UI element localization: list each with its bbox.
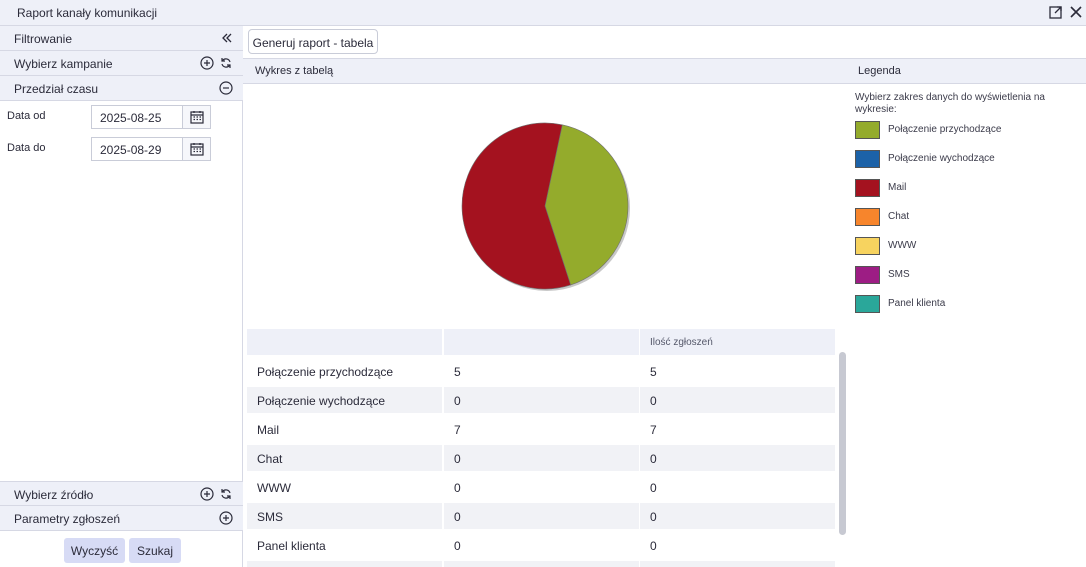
table-cell: WWW	[257, 481, 291, 495]
table-cell: 0	[640, 445, 835, 471]
legend-item[interactable]: Chat	[855, 208, 1075, 227]
date-from-label: Data od	[7, 110, 46, 122]
params-label: Parametry zgłoszeń	[14, 512, 121, 526]
table-cell: 0	[454, 481, 461, 495]
add-campaign-icon[interactable]	[200, 56, 214, 70]
legend-label: WWW	[888, 240, 917, 251]
legend-swatch[interactable]	[855, 295, 880, 313]
chart-section-title: Wykres z tabelą	[255, 65, 334, 77]
filter-title: Filtrowanie	[14, 32, 73, 46]
legend-swatch[interactable]	[855, 150, 880, 168]
search-button[interactable]: Szukaj	[129, 538, 181, 563]
table-cell: Mail	[257, 423, 280, 437]
date-to-label: Data do	[7, 142, 46, 154]
filter-sidebar: Filtrowanie Wybierz kampanie Przedział c…	[0, 26, 243, 567]
add-source-icon[interactable]	[200, 487, 214, 501]
main-panel: Generuj raport - tabela Wykres z tabelą …	[243, 26, 1086, 567]
campaign-section[interactable]: Wybierz kampanie	[0, 51, 243, 76]
table-cell: Połączenie przychodzące	[257, 365, 394, 379]
legend-label: Mail	[888, 182, 907, 193]
collapse-icon[interactable]	[220, 31, 234, 45]
table-cell: 0	[444, 445, 639, 471]
legend-label: SMS	[888, 269, 910, 280]
table-cell: Chat	[247, 445, 442, 471]
legend-swatch[interactable]	[855, 266, 880, 284]
table-cell: 5	[650, 365, 657, 379]
table-header-cell: Ilość zgłoszeń	[640, 329, 835, 355]
collapse-time-icon[interactable]	[219, 81, 233, 95]
table-cell: 0	[640, 387, 835, 413]
table-header-cell	[247, 329, 442, 355]
refresh-campaign-icon[interactable]	[219, 56, 233, 70]
legend-section-title: Legenda	[858, 65, 901, 77]
clear-button[interactable]: Wyczyść	[64, 538, 125, 563]
window-titlebar: Raport kanały komunikacji	[0, 0, 1086, 26]
date-to-calendar-button[interactable]	[182, 137, 211, 161]
params-section[interactable]: Parametry zgłoszeń	[0, 506, 243, 531]
pie-slice-0[interactable]	[544, 124, 629, 286]
table-cell	[444, 561, 639, 567]
table-cell: 0	[454, 539, 461, 553]
table-cell	[247, 561, 442, 567]
table-cell: Panel klienta	[257, 539, 326, 553]
section-bar: Wykres z tabelą Legenda	[243, 58, 1086, 84]
legend-swatch[interactable]	[855, 179, 880, 197]
legend-swatch[interactable]	[855, 121, 880, 139]
calendar-icon	[190, 110, 204, 127]
date-to-input[interactable]: 2025-08-29	[91, 137, 183, 161]
table-cell: Połączenie wychodzące	[247, 387, 442, 413]
refresh-source-icon[interactable]	[219, 487, 233, 501]
legend-item[interactable]: Połączenie przychodzące	[855, 121, 1075, 140]
source-section[interactable]: Wybierz źródło	[0, 481, 243, 506]
table-cell: 0	[444, 387, 639, 413]
table-cell	[640, 561, 835, 567]
window-title: Raport kanały komunikacji	[17, 6, 158, 20]
legend-item[interactable]: Panel klienta	[855, 295, 1075, 314]
generate-report-button[interactable]: Generuj raport - tabela	[248, 29, 378, 54]
table-cell: 7	[650, 423, 657, 437]
filter-header: Filtrowanie	[0, 26, 243, 51]
time-range-label: Przedział czasu	[14, 82, 99, 96]
legend-intro: Wybierz zakres danych do wyświetlenia na…	[855, 92, 1045, 115]
table-cell: SMS	[247, 503, 442, 529]
legend-item[interactable]: Mail	[855, 179, 1075, 198]
close-icon[interactable]	[1069, 5, 1085, 21]
table-header-cell	[444, 329, 639, 355]
legend-swatch[interactable]	[855, 208, 880, 226]
table-cell: 0	[650, 481, 657, 495]
date-from-input[interactable]: 2025-08-25	[91, 105, 183, 129]
pie-chart	[461, 122, 630, 291]
legend-label: Połączenie wychodzące	[888, 153, 995, 164]
table-cell: 0	[640, 503, 835, 529]
legend-item[interactable]: SMS	[855, 266, 1075, 285]
source-label: Wybierz źródło	[14, 488, 94, 502]
calendar-icon	[190, 142, 204, 159]
time-range-section[interactable]: Przedział czasu	[0, 76, 243, 101]
legend-label: Panel klienta	[888, 298, 946, 309]
legend-item[interactable]: WWW	[855, 237, 1075, 256]
date-from-calendar-button[interactable]	[182, 105, 211, 129]
legend-swatch[interactable]	[855, 237, 880, 255]
table-cell: 0	[444, 503, 639, 529]
table-cell: 7	[454, 423, 461, 437]
table-scrollbar[interactable]	[839, 352, 846, 535]
popout-icon[interactable]	[1049, 5, 1065, 21]
table-cell: 0	[650, 539, 657, 553]
legend-item[interactable]: Połączenie wychodzące	[855, 150, 1075, 169]
table-cell: 5	[454, 365, 461, 379]
campaign-label: Wybierz kampanie	[14, 57, 113, 71]
add-params-icon[interactable]	[219, 511, 233, 525]
legend-label: Połączenie przychodzące	[888, 124, 1002, 135]
pie-slice-2[interactable]	[461, 122, 572, 290]
legend-label: Chat	[888, 211, 910, 222]
